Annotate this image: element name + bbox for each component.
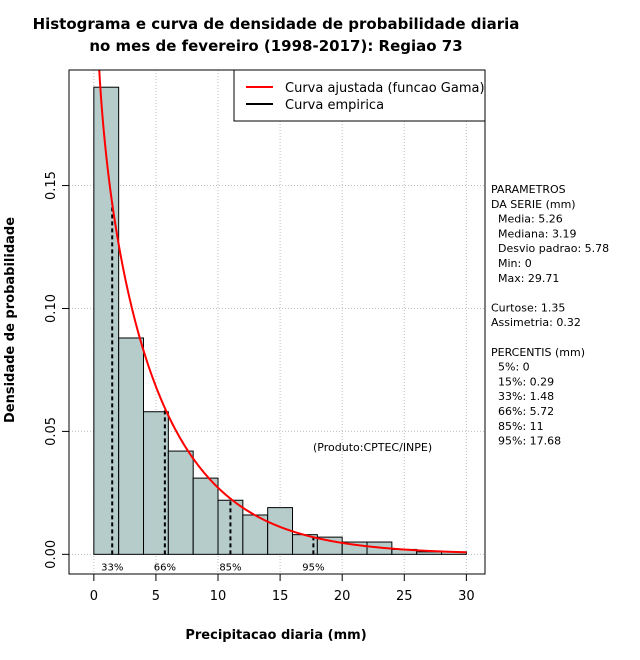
x-axis-label: Precipitacao diaria (mm)	[185, 628, 366, 643]
percentile-markers: 33% 66% 85% 95%	[101, 203, 325, 573]
side-panel-line: 95%: 17.68	[491, 435, 561, 448]
side-panel-line: DA SERIE (mm)	[491, 198, 576, 211]
legend-box	[233, 69, 486, 122]
side-panel-line: 33%: 1.48	[491, 390, 554, 403]
histogram-bar	[242, 514, 269, 555]
histogram-bar	[167, 450, 194, 555]
side-panel-line: 15%: 0.29	[491, 375, 554, 388]
x-tick-label: 5	[152, 589, 160, 604]
side-panel-line: 5%: 0	[491, 361, 530, 374]
side-panel-line: Media: 5.26	[491, 213, 563, 226]
side-panel-line: Max: 29.71	[491, 272, 559, 285]
chart-title-line-1: Histograma e curva de densidade de proba…	[33, 15, 520, 33]
side-panel-line: 85%: 11	[491, 420, 544, 433]
x-axis: 0 5 10 15 20 25 30	[90, 573, 475, 604]
side-panel-line: PERCENTIS (mm)	[491, 346, 585, 359]
side-panel-line: Min: 0	[491, 257, 532, 270]
product-credit: (Produto:CPTEC/INPE)	[313, 441, 432, 454]
side-panel-line: Assimetria: 0.32	[491, 316, 581, 329]
side-panel-line: Desvio padrao: 5.78	[491, 242, 609, 255]
grid	[69, 70, 485, 574]
percentile-marker-label: 33%	[101, 562, 123, 573]
x-tick-label: 15	[272, 589, 289, 604]
series-parameters-panel: PARAMETROS DA SERIE (mm) Media: 5.26 Medi…	[491, 183, 609, 448]
histogram-bar	[118, 337, 145, 555]
side-panel-line: PARAMETROS	[491, 183, 566, 196]
y-tick-label: 0.15	[44, 171, 59, 200]
percentile-marker-label: 66%	[154, 562, 176, 573]
y-axis-label: Densidade de probabilidade	[3, 217, 18, 423]
side-panel-line: Curtose: 1.35	[491, 301, 565, 314]
percentile-marker-label: 95%	[302, 562, 324, 573]
gamma-curve-layer	[98, 70, 467, 554]
histogram-bars	[93, 86, 467, 555]
gamma-fit-curve	[98, 70, 467, 554]
chart-title-line-2: no mes de fevereiro (1998-2017): Regiao …	[89, 37, 462, 55]
legend: Curva ajustada (funcao Gama) Curva empir…	[233, 69, 486, 122]
histogram-bar	[93, 86, 120, 555]
legend-label-gamma: Curva ajustada (funcao Gama)	[285, 81, 485, 96]
side-panel-line: Mediana: 3.19	[491, 227, 576, 240]
y-tick-label: 0.00	[44, 540, 59, 569]
y-tick-label: 0.05	[44, 417, 59, 446]
histogram-bar	[192, 477, 219, 555]
side-panel-line: 66%: 5.72	[491, 405, 554, 418]
x-tick-label: 20	[334, 589, 351, 604]
legend-label-empirical: Curva empirica	[285, 98, 384, 113]
y-tick-label: 0.10	[44, 294, 59, 323]
x-tick-label: 10	[210, 589, 227, 604]
percentile-marker-label: 85%	[219, 562, 241, 573]
x-tick-label: 30	[458, 589, 475, 604]
x-tick-label: 25	[396, 589, 413, 604]
y-axis: 0.00 0.05 0.10 0.15	[44, 171, 70, 569]
x-tick-label: 0	[90, 589, 98, 604]
